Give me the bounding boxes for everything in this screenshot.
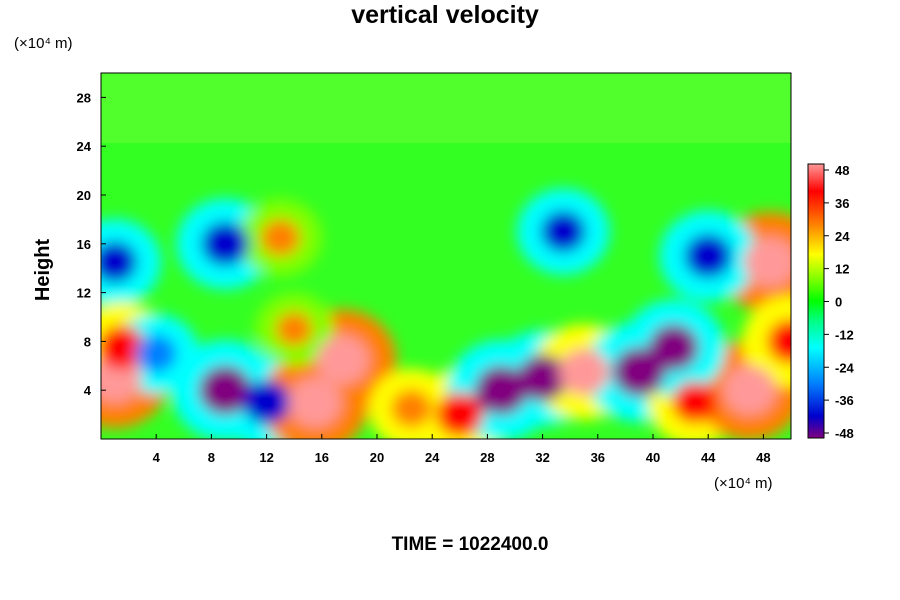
x-tick-label: 32 [535,450,549,465]
x-tick-label: 20 [370,450,384,465]
x-tick-label: 16 [315,450,329,465]
velocity-field [101,188,791,439]
colorbar-tick-label: -24 [835,360,855,375]
y-axis: 4 8 12 16 20 24 28 [77,90,106,398]
velocity-cell [201,221,249,266]
x-tick-label: 48 [756,450,770,465]
velocity-cell [672,381,717,424]
x-tick-label: 8 [208,450,215,465]
velocity-cell [767,319,791,364]
velocity-cell [316,335,369,385]
x-unit-label: (×10⁴ m) [714,475,773,492]
y-tick-label: 12 [77,286,91,301]
colorbar-tick-label: 48 [835,163,849,178]
y-axis-label: Height [32,239,54,302]
velocity-cell [101,325,146,370]
colorbar-tick-label: 36 [835,196,849,211]
velocity-cell [260,219,300,256]
time-label: TIME = 1022400.0 [392,534,549,555]
velocity-cell [198,365,252,415]
velocity-cell [436,392,484,437]
velocity-cell [101,241,138,283]
y-tick-label: 4 [84,383,92,398]
colorbar: 48 36 24 12 0 -12 -24 -36 -48 [807,163,855,441]
x-tick-label: 4 [153,450,161,465]
velocity-cell [558,348,610,396]
colorbar-tick-label: 12 [835,262,849,277]
velocity-cell [684,233,732,279]
velocity-cell [541,210,586,253]
velocity-cell [743,237,791,287]
plot-area [101,73,791,439]
colorbar-tick-label: -36 [835,393,854,408]
x-tick-label: 28 [480,450,494,465]
plot-frame [100,72,792,440]
velocity-cell [517,354,568,402]
x-tick-label: 24 [425,450,440,465]
x-axis: 4 8 12 16 20 24 28 32 36 40 44 48 [153,434,771,465]
chart-title: vertical velocity [351,1,539,29]
x-tick-label: 44 [701,450,716,465]
velocity-cell [474,365,528,415]
colorbar-tick-label: -12 [835,327,854,342]
x-tick-label: 40 [646,450,660,465]
colorbar-tick-label: 24 [835,229,850,244]
velocity-cell [242,380,291,425]
y-tick-label: 20 [77,188,91,203]
x-tick-label: 36 [591,450,605,465]
velocity-cell [135,334,177,373]
velocity-cell [391,389,432,428]
velocity-cell [648,324,699,371]
y-unit-label: (×10⁴ m) [14,35,73,52]
x-tick-label: 12 [259,450,273,465]
y-tick-label: 28 [77,90,91,105]
y-tick-label: 8 [84,334,91,349]
colorbar-gradient [807,163,825,439]
colorbar-tick-label: -48 [835,426,854,441]
velocity-halo [742,295,791,388]
upper-layer [101,73,791,143]
velocity-cell [723,365,776,415]
colorbar-tick-label: 0 [835,295,842,310]
y-tick-label: 16 [77,237,91,252]
velocity-cell [288,377,342,428]
velocity-cell [276,312,313,347]
y-tick-label: 24 [77,139,92,154]
